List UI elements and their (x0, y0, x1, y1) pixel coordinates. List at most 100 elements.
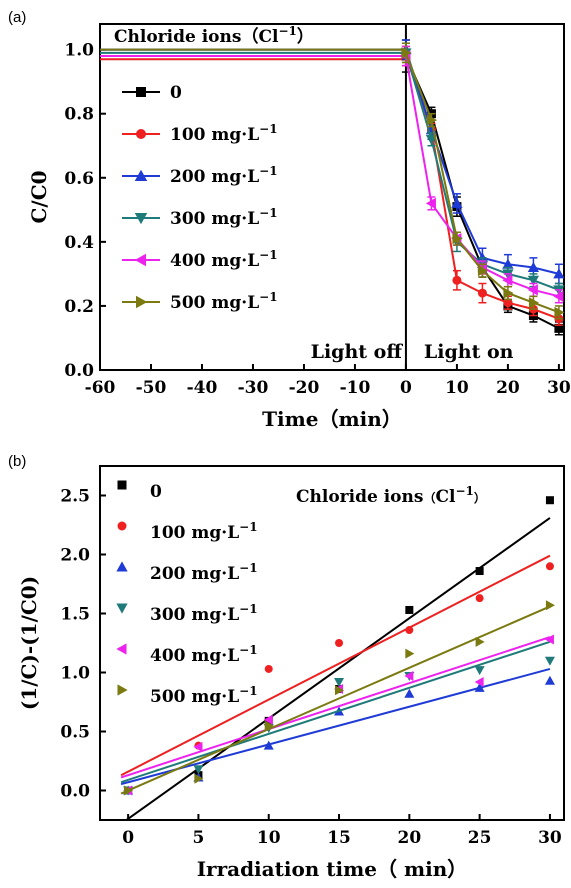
legend-label: 400 mg·L−1 (150, 643, 258, 666)
legend-label-text: 0 (170, 83, 182, 103)
legend-title: Chloride ions（Cl−1） (114, 24, 314, 47)
legend-label: 400 mg·L−1 (170, 248, 278, 271)
panel-label-a: (a) (8, 9, 26, 26)
x-tick-label: -30 (238, 378, 269, 398)
y-tick-label: 0.0 (60, 782, 90, 802)
legend-label-text: 0 (150, 482, 162, 502)
legend-label: 500 mg·L−1 (170, 290, 278, 313)
y-tick-label: 0.5 (60, 723, 90, 743)
data-point (264, 664, 273, 673)
data-point (474, 682, 485, 692)
legend-label: 100 mg·L−1 (170, 122, 278, 145)
data-point (401, 47, 412, 59)
legend-label-text: 200 mg·L (150, 564, 239, 584)
plot-frame (99, 465, 565, 821)
legend-label-text: 300 mg·L (150, 605, 239, 625)
series-a-2 (100, 39, 565, 285)
legend-label-sup: −1 (259, 122, 277, 136)
data-point (452, 233, 463, 245)
data-point (544, 634, 554, 645)
x-tick-label: -60 (85, 378, 116, 398)
y-tick-label: 1.0 (60, 664, 90, 684)
legend-marker (136, 129, 146, 139)
legend-label-sup: −1 (239, 561, 257, 575)
data-point (527, 275, 540, 286)
legend-marker (136, 87, 146, 97)
fit-line (120, 636, 551, 779)
legend-label-text: 400 mg·L (150, 646, 239, 666)
data-point (554, 323, 564, 333)
data-point (545, 562, 554, 571)
data-point (451, 197, 463, 208)
data-point (502, 258, 514, 269)
x-tick-label: -50 (136, 378, 167, 398)
legend-marker (116, 643, 127, 655)
annotation-light-off: Light off (311, 341, 404, 363)
x-axis-title: Irradiation time（ min） (197, 857, 468, 881)
data-point (193, 741, 203, 752)
data-point (335, 639, 344, 647)
data-point (545, 496, 554, 505)
legend-label: 0 (170, 83, 182, 103)
data-point (527, 261, 540, 272)
legend-marker (117, 684, 128, 696)
x-tick-label: 20 (496, 378, 520, 398)
data-point (528, 297, 540, 309)
legend-marker (136, 295, 148, 309)
data-point (477, 288, 487, 298)
x-tick-label: 0 (122, 828, 134, 848)
legend-label-sup: −1 (239, 520, 257, 534)
legend-label-sup: −1 (259, 290, 277, 304)
series-b-3 (120, 640, 555, 796)
data-point (477, 265, 489, 277)
legend-label-text: 200 mg·L (170, 167, 259, 187)
data-point (553, 268, 565, 279)
legend-label-sup: −1 (239, 643, 257, 657)
series-line (100, 48, 560, 330)
legend-label: 300 mg·L−1 (170, 206, 278, 229)
data-point (503, 287, 514, 299)
series-line (100, 48, 560, 314)
legend-label: 200 mg·L−1 (150, 561, 258, 584)
legend-title: Chloride ions（Cl−1） (296, 484, 486, 507)
data-point (544, 675, 555, 685)
legend-label-text: 500 mg·L (170, 293, 259, 313)
data-point (194, 773, 204, 784)
x-tick-label: 10 (445, 378, 469, 398)
legend-label-text: 400 mg·L (170, 251, 259, 271)
data-point (263, 740, 274, 750)
plot-frame (99, 23, 565, 371)
legend-title-text: Chloride ions (296, 487, 423, 507)
legend-label-text: 100 mg·L (170, 125, 259, 145)
x-tick-label: 5 (193, 828, 205, 848)
chart-panel-b: (b) 0 5 10 15 20 25 30 0.0 0.5 1.0 1.5 2.0 2.5 Irradia… (8, 453, 565, 881)
y-tick-label: 0.0 (64, 361, 94, 381)
legend-marker (134, 169, 148, 181)
y-tick-label: 0.6 (64, 169, 94, 189)
series-b-5 (120, 600, 555, 796)
y-tick-label: 0.8 (64, 105, 94, 125)
data-point (553, 290, 564, 302)
legend-title-sup: −1 (455, 484, 473, 498)
data-point (334, 677, 345, 687)
y-tick-label: 2.0 (60, 546, 90, 566)
y-tick-label: 1.0 (64, 41, 94, 61)
legend-label-text: 500 mg·L (150, 687, 239, 707)
data-point (405, 626, 414, 635)
y-tick-label: 0.4 (64, 233, 94, 253)
legend-marker (134, 253, 146, 267)
legend-marker (116, 561, 128, 572)
data-point (475, 567, 484, 576)
legend-title-close: ） (474, 490, 486, 505)
legend-label-sup: −1 (239, 684, 257, 698)
data-point (404, 688, 415, 698)
y-axis-title: C/C0 (27, 170, 51, 223)
data-point (545, 600, 555, 611)
x-tick-label: -20 (289, 378, 320, 398)
legend-label-text: 300 mg·L (170, 209, 259, 229)
series-a-5 (100, 42, 565, 320)
data-point (405, 648, 415, 659)
y-tick-label: 1.5 (60, 605, 90, 625)
data-point (335, 685, 345, 696)
